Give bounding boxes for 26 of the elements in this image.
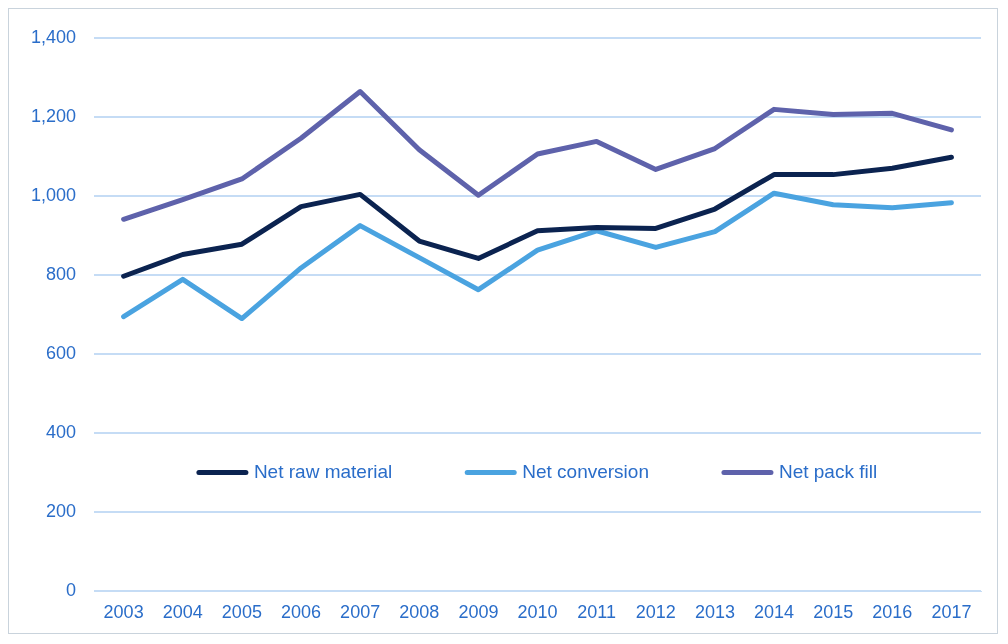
x-tick-label: 2014	[754, 602, 795, 623]
legend-label: Net pack fill	[778, 460, 878, 482]
legend-label: Net conversion	[522, 460, 649, 482]
y-tick-label: 1,400	[31, 26, 77, 47]
x-tick-label: 2011	[577, 602, 617, 623]
x-tick-label: 2012	[635, 602, 676, 623]
y-tick-label: 600	[46, 343, 77, 364]
y-tick-label: 800	[46, 264, 77, 285]
y-tick-label: 1,000	[31, 184, 77, 205]
x-tick-label: 2009	[458, 602, 499, 623]
x-tick-label: 2007	[340, 602, 381, 623]
x-tick-label: 2016	[872, 602, 913, 623]
y-tick-label: 200	[46, 501, 77, 522]
y-tick-label: 400	[46, 422, 77, 443]
x-tick-label: 2015	[813, 602, 854, 623]
y-tick-label: 1,200	[31, 105, 77, 126]
x-tick-label: 2004	[162, 602, 203, 623]
x-tick-label: 2010	[517, 602, 558, 623]
x-tick-label: 2006	[280, 602, 322, 623]
x-tick-label: 2003	[103, 602, 144, 623]
y-tick-label: 0	[66, 580, 77, 601]
x-tick-label: 2017	[931, 602, 972, 623]
x-tick-label: 2013	[694, 602, 735, 623]
x-tick-label: 2008	[399, 602, 440, 623]
legend-label: Net raw material	[253, 460, 393, 482]
x-tick-label: 2005	[221, 602, 262, 623]
